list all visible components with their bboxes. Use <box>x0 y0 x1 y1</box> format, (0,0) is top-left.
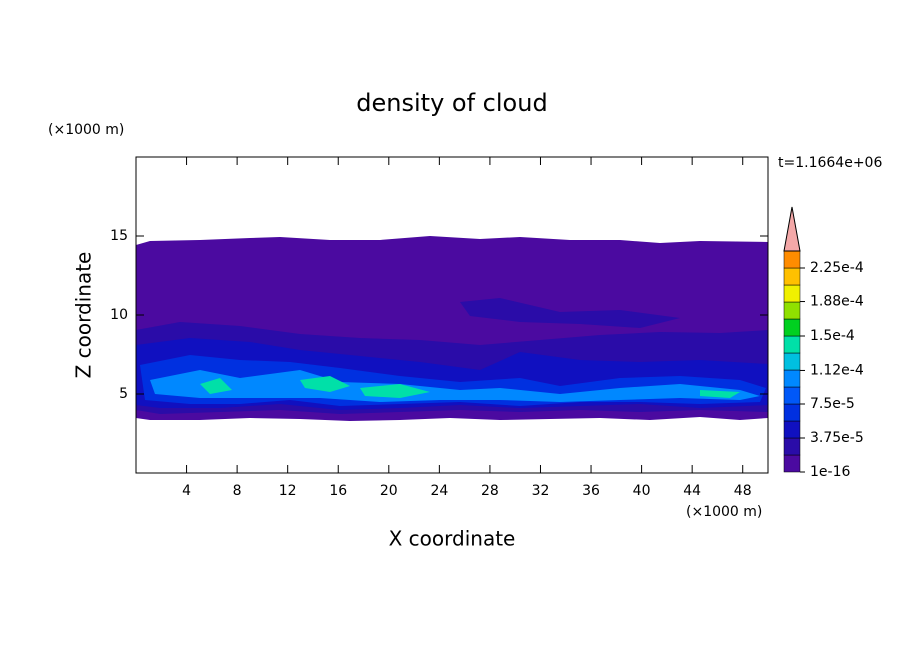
x-tick-label: 28 <box>481 483 499 499</box>
colorbar-tick-label: 2.25e-4 <box>810 260 864 276</box>
colorbar-segment <box>783 369 801 388</box>
colorbar-extend <box>783 206 801 252</box>
x-tick-label: 32 <box>532 483 550 499</box>
colorbar-segment <box>783 403 801 422</box>
x-tick-label: 16 <box>329 483 347 499</box>
x-tick-label: 40 <box>633 483 651 499</box>
colorbar-segment <box>783 318 801 337</box>
colorbar-segment <box>783 420 801 439</box>
y-tick-label: 10 <box>110 307 128 323</box>
y-unit: (×1000 m) <box>48 122 124 138</box>
field-level-6 <box>200 376 740 398</box>
x-tick-label: 36 <box>582 483 600 499</box>
x-axis-title: X coordinate <box>389 527 516 551</box>
x-tick-label: 24 <box>430 483 448 499</box>
x-tick-label: 8 <box>233 483 242 499</box>
field-level-5 <box>150 370 760 402</box>
colorbar-segment <box>783 386 801 405</box>
colorbar-tick-label: 1e-16 <box>810 464 850 480</box>
x-tick-label: 4 <box>182 483 191 499</box>
colorbar-segment <box>783 454 801 473</box>
colorbar-segment <box>783 352 801 371</box>
colorbar-tick-label: 1.12e-4 <box>810 362 864 378</box>
chart-title: density of cloud <box>356 89 547 117</box>
colorbar-segment <box>783 267 801 286</box>
x-unit: (×1000 m) <box>686 504 762 520</box>
colorbar-segment <box>783 301 801 320</box>
y-tick-label: 15 <box>110 228 128 244</box>
colorbar-tick-label: 3.75e-5 <box>810 430 864 446</box>
x-tick-label: 12 <box>279 483 297 499</box>
colorbar-segment <box>783 284 801 303</box>
y-axis-title: Z coordinate <box>72 252 96 379</box>
colorbar-tick-label: 1.5e-4 <box>810 328 855 344</box>
colorbar-segment <box>783 335 801 354</box>
colorbar-segment <box>783 250 801 269</box>
colorbar-segment <box>783 437 801 456</box>
time-label: t=1.1664e+06 <box>778 155 882 171</box>
x-tick-label: 20 <box>380 483 398 499</box>
y-tick-label: 5 <box>119 386 128 402</box>
contour-field <box>136 236 768 421</box>
x-tick-label: 48 <box>734 483 752 499</box>
colorbar-tick-label: 7.5e-5 <box>810 396 855 412</box>
colorbar-tick-label: 1.88e-4 <box>810 294 864 310</box>
x-tick-label: 44 <box>683 483 701 499</box>
